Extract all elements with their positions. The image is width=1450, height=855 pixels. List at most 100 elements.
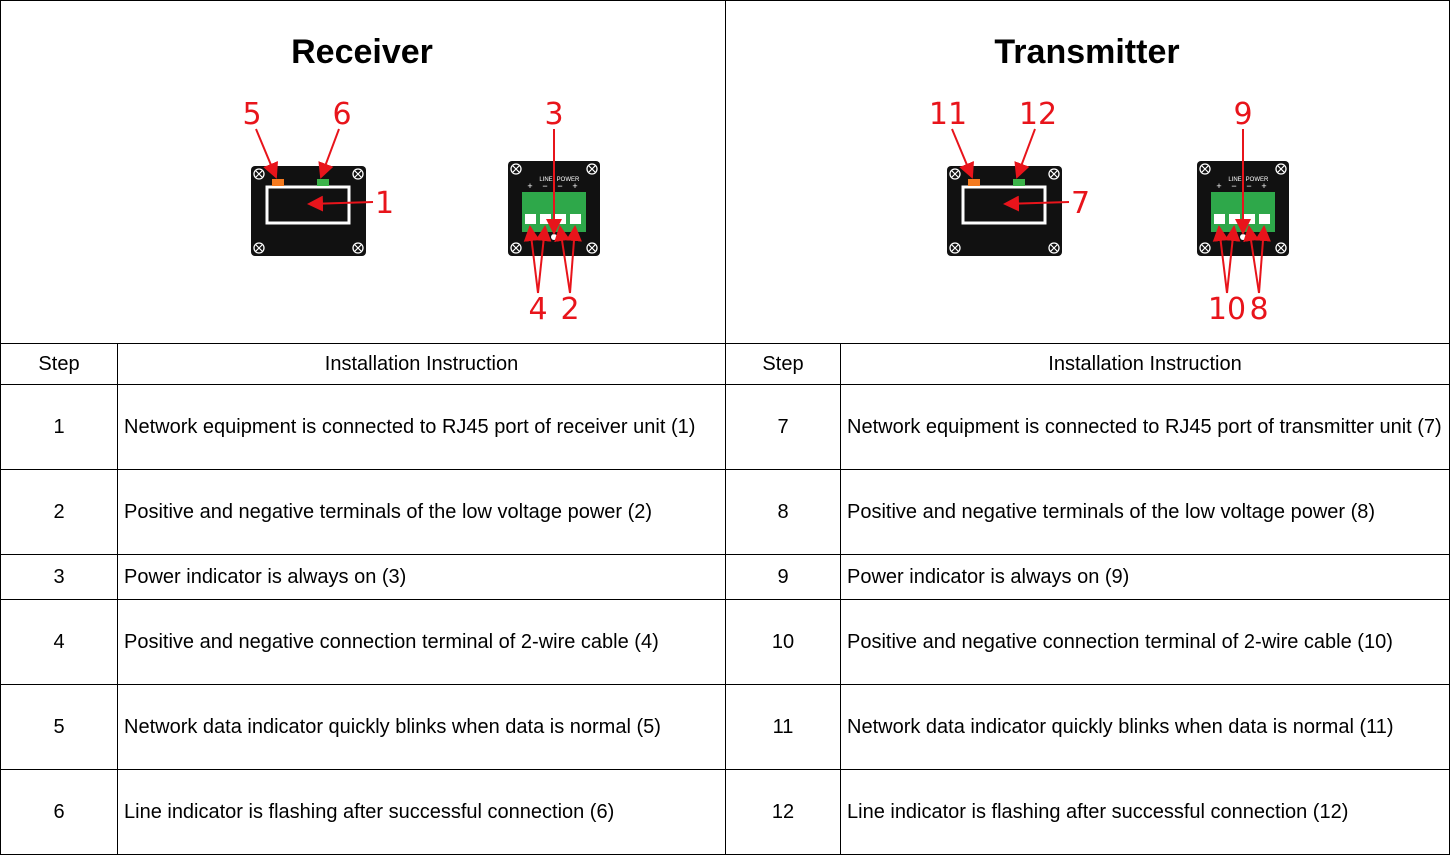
polarity-label: − [1231,181,1236,191]
step-cell: 4 [0,599,118,685]
table-row: 2 Positive and negative terminals of the … [0,469,1450,555]
screw-slot [1277,165,1285,173]
callout-arrow [255,128,278,179]
device-label: LINE [539,177,552,183]
polarity-label: + [1261,181,1266,191]
step-cell: 11 [725,684,841,770]
terminal-slot [1229,214,1240,224]
step-cell: 10 [725,599,841,685]
callout: 3 [544,97,563,132]
table-row: 3 Power indicator is always on (3) 9 Power … [0,554,1450,600]
callout: 4 [528,292,547,327]
callout-arrow [1014,128,1036,179]
table-row: 5 Network data indicator quickly blinks w… [0,684,1450,770]
step-cell: 3 [0,554,118,600]
device-label: POWER [557,177,580,183]
screw-slot [255,170,263,178]
step-cell: 1 [0,384,118,470]
callout-arrow [307,195,374,212]
header-cell: Installation Instruction [840,343,1450,385]
step-cell: 9 [725,554,841,600]
step-cell: 6 [0,769,118,855]
terminal-slot [525,214,536,224]
led-green [317,179,329,186]
header-cell: Step [0,343,118,385]
step-cell: 8 [725,469,841,555]
step-cell: 7 [725,384,841,470]
header-cell: Installation Instruction [117,343,726,385]
screw-slot [354,244,362,252]
polarity-label: − [542,181,547,191]
polarity-label: − [557,181,562,191]
instruction-cell: Power indicator is always on (3) [117,554,726,600]
rj45-port [961,185,1047,225]
screw-slot [512,165,520,173]
callout: 7 [1071,186,1090,221]
callout-arrow [951,128,974,179]
instruction-cell: Line indicator is flashing after success… [840,769,1450,855]
side-title: Receiver [291,33,433,71]
table-row: 1 Network equipment is connected to RJ45 … [0,384,1450,470]
callout-arrow [318,128,340,179]
step-cell: 2 [0,469,118,555]
screw-slot [588,165,596,173]
callout-arrow [565,225,582,294]
screw-slot [512,244,520,252]
callout-arrow [523,225,540,294]
instruction-cell: Positive and negative connection termina… [117,599,726,685]
table-row: 4 Positive and negative connection termin… [0,599,1450,685]
header-cell: Step [725,343,841,385]
led-orange [272,179,284,186]
instruction-cell: Positive and negative connection termina… [840,599,1450,685]
screw-slot [1201,165,1209,173]
receiver-cell: Receiver LINE POWER + − − +5 6 1 3 4 2 [0,0,726,344]
polarity-label: + [572,181,577,191]
table-row: 6 Line indicator is flashing after succes… [0,769,1450,855]
screw-slot [1050,170,1058,178]
callout: 1 [375,186,394,221]
instruction-cell: Line indicator is flashing after success… [117,769,726,855]
callout-arrow [1003,195,1070,212]
led-orange [968,179,980,186]
polarity-label: + [527,181,532,191]
callout-arrow [1212,225,1229,294]
screw-slot [1050,244,1058,252]
device-label: LINE [1228,177,1241,183]
callout-arrow [554,225,571,294]
side-title: Transmitter [994,33,1179,71]
screw-slot [951,244,959,252]
callout: 5 [242,97,261,132]
instruction-cell: Network equipment is connected to RJ45 p… [840,384,1450,470]
screw-slot [354,170,362,178]
screw-slot [1201,244,1209,252]
polarity-label: − [1246,181,1251,191]
step-cell: 12 [725,769,841,855]
polarity-label: + [1216,181,1221,191]
callout: 6 [332,97,351,132]
screw-slot [255,244,263,252]
callout: 10 [1208,292,1246,327]
terminal-slot [1214,214,1225,224]
callout: 12 [1019,97,1057,132]
screw-slot [588,244,596,252]
instruction-cell: Positive and negative terminals of the l… [840,469,1450,555]
callout-arrow [1243,225,1260,294]
instruction-cell: Network data indicator quickly blinks wh… [840,684,1450,770]
screw-slot [1277,244,1285,252]
instruction-cell: Positive and negative terminals of the l… [117,469,726,555]
instruction-cell: Network equipment is connected to RJ45 p… [117,384,726,470]
led-green [1013,179,1025,186]
callout: 8 [1249,292,1268,327]
callout: 2 [560,292,579,327]
transmitter-cell: Transmitter LINE POWER + − − +11 12 7 9 10 8 [725,0,1450,344]
header-row: Step Installation Instruction Step Installa… [0,343,1450,385]
callout: 9 [1233,97,1252,132]
terminal-slot [1244,214,1255,224]
device-label: POWER [1246,177,1269,183]
instruction-cell: Power indicator is always on (9) [840,554,1450,600]
terminal-slot [540,214,551,224]
step-cell: 5 [0,684,118,770]
